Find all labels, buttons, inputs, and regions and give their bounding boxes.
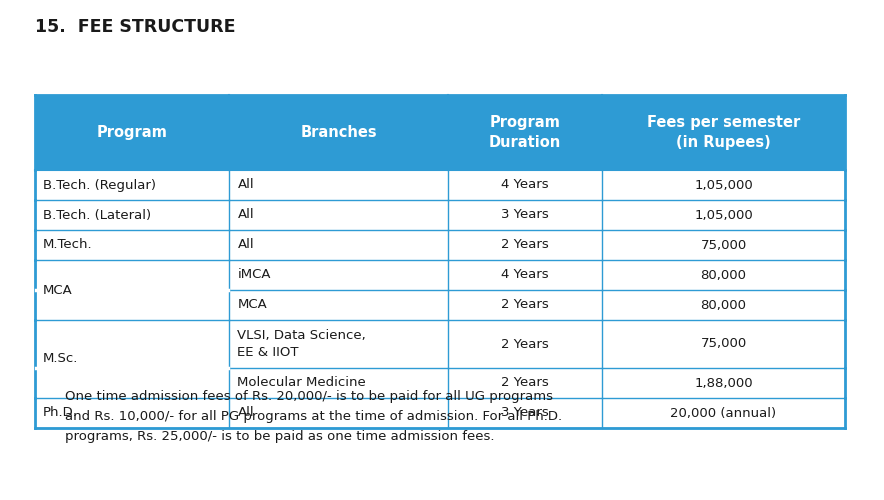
- Text: 1,05,000: 1,05,000: [694, 208, 753, 222]
- Text: One time admission fees of Rs. 20,000/- is to be paid for all UG programs
and Rs: One time admission fees of Rs. 20,000/- …: [65, 390, 562, 443]
- Text: 75,000: 75,000: [700, 238, 747, 252]
- Text: 80,000: 80,000: [700, 298, 746, 312]
- Text: MCA: MCA: [43, 284, 72, 296]
- Text: 15.  FEE STRUCTURE: 15. FEE STRUCTURE: [35, 18, 235, 36]
- Text: All: All: [238, 238, 254, 252]
- Bar: [35, 230, 845, 260]
- Text: 2 Years: 2 Years: [501, 238, 549, 252]
- Bar: [35, 170, 845, 200]
- Text: M.Tech.: M.Tech.: [43, 238, 93, 252]
- Bar: [35, 200, 845, 230]
- Text: 3 Years: 3 Years: [501, 208, 549, 222]
- Text: 75,000: 75,000: [700, 338, 747, 350]
- Text: 20,000 (annual): 20,000 (annual): [670, 406, 776, 420]
- Text: Branches: Branches: [301, 125, 377, 140]
- Text: MCA: MCA: [238, 298, 267, 312]
- Bar: [35, 398, 845, 428]
- Text: All: All: [238, 406, 254, 420]
- Text: 1,05,000: 1,05,000: [694, 178, 753, 192]
- Bar: [35, 260, 845, 290]
- Bar: [35, 368, 845, 398]
- Text: M.Sc.: M.Sc.: [43, 352, 79, 366]
- Text: All: All: [238, 208, 254, 222]
- Text: Molecular Medicine: Molecular Medicine: [238, 376, 366, 390]
- Text: Program
Duration: Program Duration: [489, 115, 561, 150]
- Text: iMCA: iMCA: [238, 268, 271, 281]
- Bar: [35, 95, 845, 170]
- Text: 2 Years: 2 Years: [501, 298, 549, 312]
- Text: VLSI, Data Science,
EE & IIOT: VLSI, Data Science, EE & IIOT: [238, 330, 366, 358]
- Text: 1,88,000: 1,88,000: [694, 376, 753, 390]
- Text: 2 Years: 2 Years: [501, 376, 549, 390]
- Text: Ph.D.: Ph.D.: [43, 406, 78, 420]
- Text: 4 Years: 4 Years: [501, 178, 549, 192]
- Text: Program: Program: [96, 125, 168, 140]
- Text: All: All: [238, 178, 254, 192]
- Text: 3 Years: 3 Years: [501, 406, 549, 420]
- Text: B.Tech. (Regular): B.Tech. (Regular): [43, 178, 156, 192]
- Text: B.Tech. (Lateral): B.Tech. (Lateral): [43, 208, 151, 222]
- Text: 4 Years: 4 Years: [501, 268, 549, 281]
- Text: Fees per semester
(in Rupees): Fees per semester (in Rupees): [647, 115, 800, 150]
- Text: 80,000: 80,000: [700, 268, 746, 281]
- Text: 2 Years: 2 Years: [501, 338, 549, 350]
- Bar: [35, 320, 845, 368]
- Bar: [35, 290, 845, 320]
